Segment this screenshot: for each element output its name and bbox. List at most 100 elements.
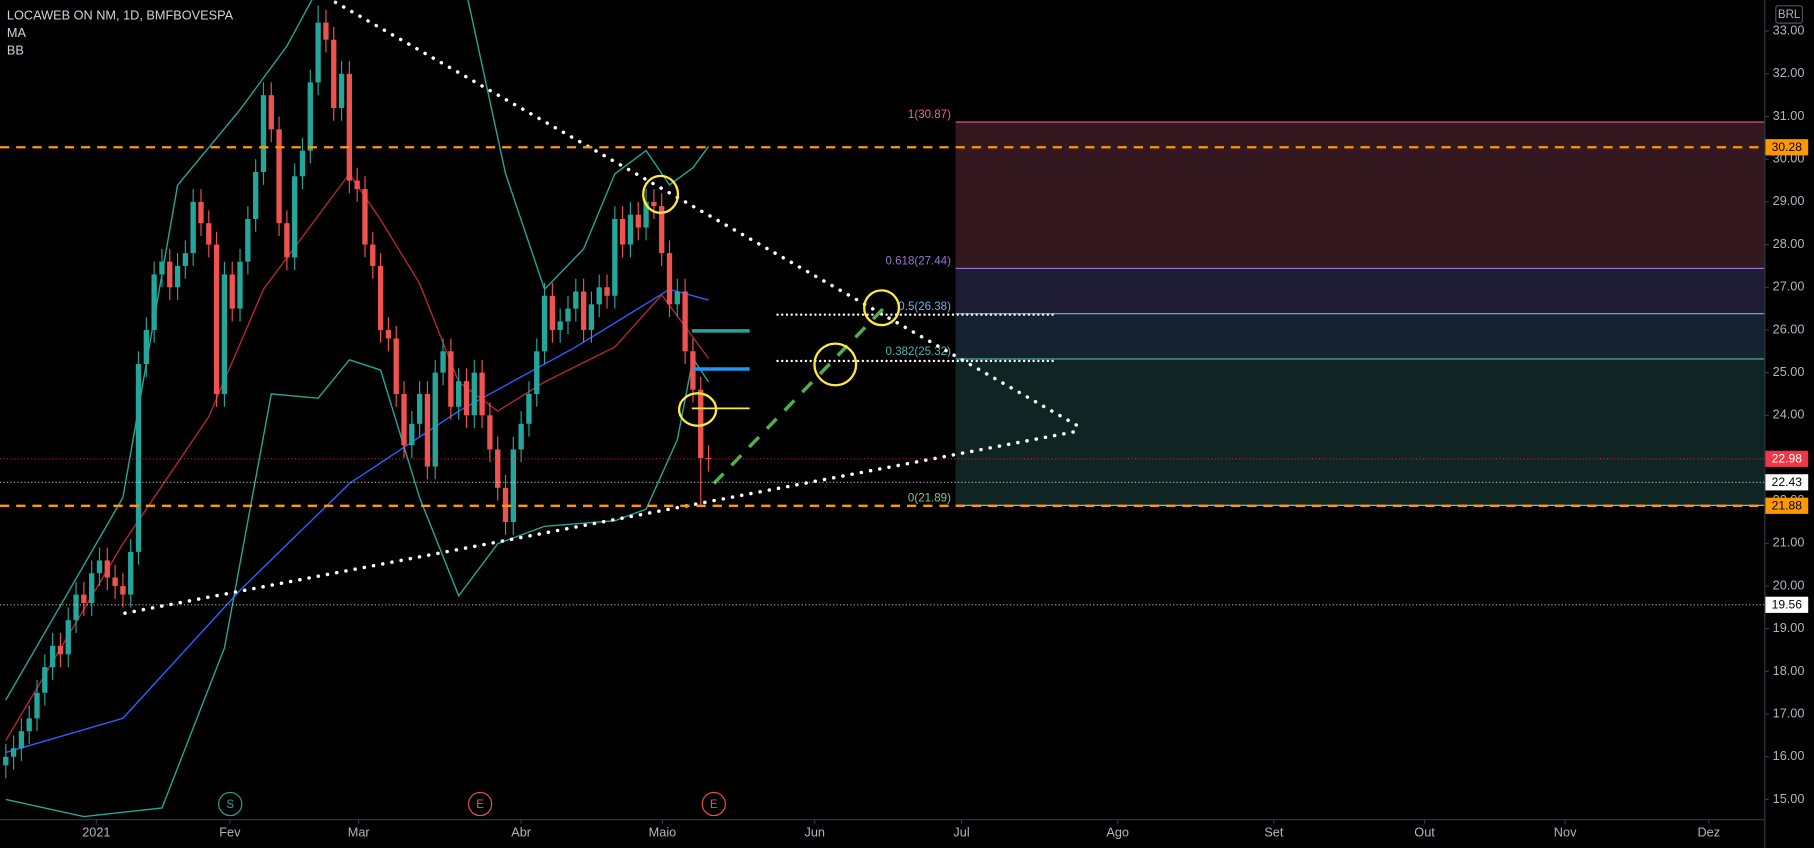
x-tick-label: Maio — [649, 824, 677, 839]
price-label-box — [1765, 450, 1809, 467]
candle-body — [81, 594, 87, 604]
candle-body — [674, 291, 680, 305]
candle-body — [159, 261, 165, 275]
candle-body — [338, 73, 345, 108]
candle-body — [65, 620, 71, 655]
x-tick-label: Out — [1414, 824, 1435, 839]
event-label[interactable]: E — [476, 799, 484, 811]
candle-body — [276, 129, 282, 224]
y-tick-label: 21.00 — [1773, 535, 1805, 550]
candle-body — [698, 389, 704, 458]
y-tick-label: 19.00 — [1773, 620, 1805, 635]
candle-body — [26, 718, 32, 732]
candle-body — [393, 338, 399, 394]
axis-labels: 30.28 22.98 22.43 21.88 19.56 — [1765, 139, 1809, 613]
y-tick-label: 32.00 — [1773, 65, 1805, 80]
event-label[interactable]: E — [710, 799, 718, 811]
candle-body — [424, 393, 431, 467]
currency[interactable]: BRL — [1778, 9, 1801, 21]
highlight-circle — [677, 392, 718, 427]
candle-body — [206, 223, 212, 245]
candle-body — [612, 218, 618, 296]
event-marker[interactable]: E — [467, 791, 493, 817]
candle-body — [57, 645, 64, 655]
trendline — [333, 0, 1084, 430]
y-tick-label: 24.00 — [1773, 407, 1805, 422]
fib-retracement: 1(30.87) 0.618(27.44) 0.5(26.38) 0.382(25.3… — [885, 109, 1765, 506]
y-tick-label: 20.00 — [1773, 577, 1805, 592]
event-circle[interactable] — [218, 791, 243, 817]
candle-body — [596, 287, 602, 305]
candle-body — [354, 180, 360, 190]
candle-body — [416, 393, 423, 424]
candle-body — [682, 291, 688, 352]
candle-body — [479, 372, 485, 416]
currency-box[interactable] — [1775, 5, 1804, 24]
candle-body — [401, 393, 407, 446]
candle-body — [362, 189, 368, 245]
price-label-box — [1765, 497, 1809, 514]
x-tick-label: Jul — [953, 824, 969, 839]
event-marker[interactable]: E — [701, 791, 726, 817]
event-circle[interactable] — [701, 791, 726, 817]
price-label: 22.98 — [1772, 452, 1803, 466]
candle-body — [666, 253, 673, 305]
candle-body — [307, 82, 313, 151]
candle-body — [549, 295, 556, 330]
candle-body — [213, 244, 220, 394]
candle-body — [573, 291, 579, 309]
candle-body — [221, 274, 228, 394]
candle-body — [49, 645, 56, 668]
axes: 15.0016.0017.0018.0019.0020.0021.0022.00… — [82, 23, 1804, 840]
candle-body — [190, 201, 196, 254]
candle-body — [518, 423, 524, 450]
fib-zone — [955, 268, 1765, 314]
candle-body — [456, 381, 462, 407]
chart-title: LOCAWEB ON NM, 1D, BMFBOVESPA — [7, 8, 234, 23]
candle-body — [229, 274, 235, 309]
event-label[interactable]: S — [226, 799, 234, 811]
candle-body — [260, 95, 267, 173]
candle-body — [409, 423, 415, 446]
indicator-line — [5, 0, 710, 701]
fib-label: 1(30.87) — [908, 109, 951, 121]
candle-body — [448, 351, 454, 407]
candle-body — [604, 287, 610, 296]
candle-body — [167, 261, 173, 288]
candle-body — [385, 329, 392, 339]
y-tick-label: 27.00 — [1773, 279, 1805, 294]
candle-body — [495, 449, 501, 488]
candle-body — [651, 201, 657, 207]
candle-body — [346, 73, 353, 181]
price-label-box — [1765, 596, 1809, 613]
event-circle[interactable] — [467, 791, 493, 817]
candle-body — [580, 291, 587, 330]
price-label: 19.56 — [1772, 598, 1803, 612]
candle-body — [534, 351, 540, 394]
fib-zone — [955, 122, 1765, 269]
y-tick-label: 28.00 — [1773, 236, 1805, 251]
x-tick-label: Mar — [348, 824, 371, 839]
indicator-name: MA — [7, 25, 27, 40]
fib-zone — [955, 358, 1765, 506]
candle-body — [3, 756, 9, 766]
candle-body — [635, 214, 641, 228]
indicator-name: BB — [7, 42, 24, 57]
event-marker[interactable]: S — [218, 791, 243, 817]
fib-label: 0.618(27.44) — [885, 256, 951, 268]
candle-body — [96, 560, 103, 574]
candle-body — [89, 573, 95, 604]
y-tick-label: 15.00 — [1773, 791, 1805, 806]
candle-body — [34, 692, 40, 719]
candle-body — [299, 150, 306, 177]
candle-body — [315, 22, 321, 83]
candle-body — [557, 321, 563, 330]
price-label: 21.88 — [1772, 499, 1803, 513]
fib-label: 0.382(25.32) — [885, 346, 951, 358]
candle-body — [510, 449, 516, 523]
candle-body — [120, 586, 126, 595]
candle-body — [252, 172, 259, 219]
x-tick-label: Ago — [1106, 824, 1129, 839]
candle-body — [174, 265, 181, 288]
